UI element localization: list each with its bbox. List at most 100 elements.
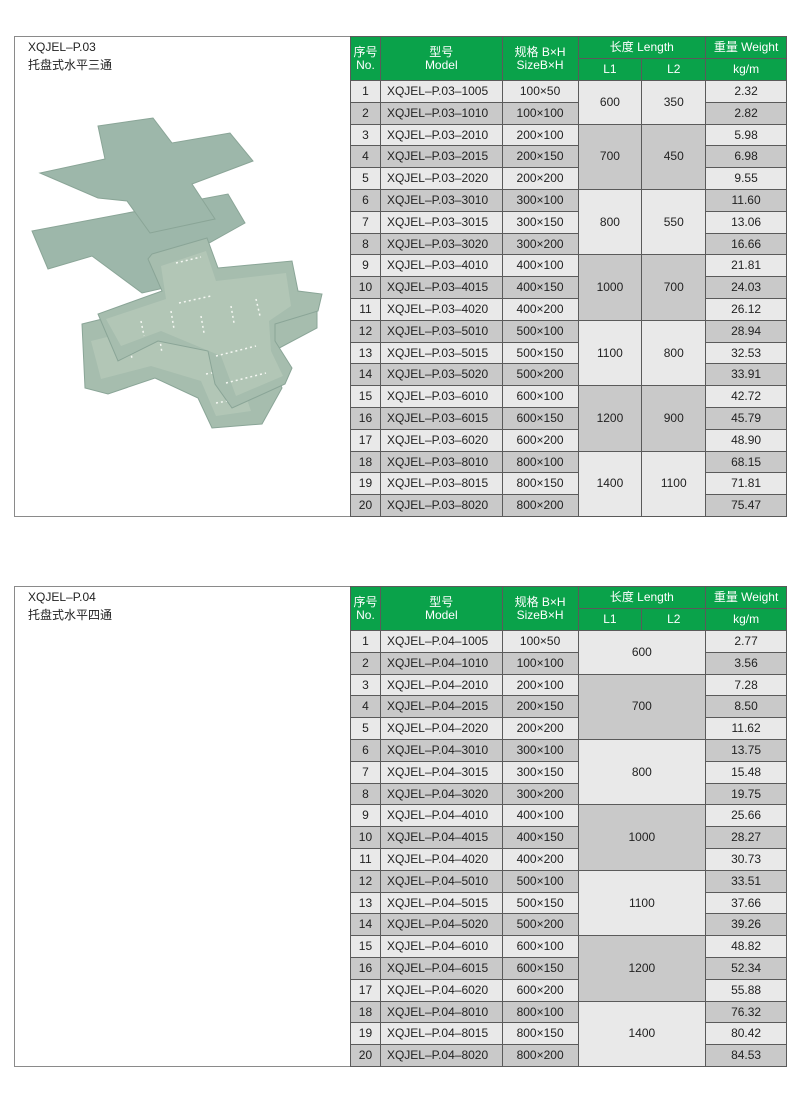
header-length: 长度 Length [577,586,707,609]
cell-model: XQJEL–P.04–3010 [379,738,503,762]
cell-weight: 11.60 [705,188,787,212]
cell-weight: 16.66 [705,232,787,256]
cell-no: 6 [350,188,381,212]
cell-no: 4 [350,145,381,169]
cell-model: XQJEL–P.03–1005 [379,80,503,103]
cell-model: XQJEL–P.04–3020 [379,782,503,806]
table-row: 4 XQJEL–P.04–2015 200×150 8.50 [350,695,787,719]
cell-weight: 6.98 [705,145,787,169]
cell-no: 9 [350,804,381,828]
cell-size: 200×150 [501,695,579,719]
cell-no: 15 [350,935,381,958]
cell-weight: 68.15 [705,450,787,474]
cell-model: XQJEL–P.04–6020 [379,978,503,1002]
cell-weight: 28.27 [705,826,787,849]
header-weight: 重量 Weight [705,36,787,59]
cell-size: 600×150 [501,406,579,430]
cell-weight: 33.91 [705,363,787,387]
cell-weight: 13.75 [705,738,787,762]
cell-no: 3 [350,673,381,697]
table-row: 12 XQJEL–P.04–5010 500×100 1100 33.51 [350,869,787,937]
cell-no: 5 [350,167,381,190]
cross-cover-plate [38,117,254,234]
cell-weight: 13.06 [705,210,787,234]
cell-no: 20 [350,494,381,517]
cell-weight: 30.73 [705,847,787,871]
cell-weight: 75.47 [705,494,787,517]
cell-size: 800×100 [501,450,579,474]
cell-model: XQJEL–P.03–6015 [379,406,503,430]
table-row: 2 XQJEL–P.03–1010 100×100 2.82 [350,101,787,125]
cell-l1: 1100 [577,319,643,387]
cell-l1: 1200 [577,935,707,1002]
cell-size: 800×150 [501,1022,579,1046]
cell-weight: 2.82 [705,101,787,125]
cell-weight: 25.66 [705,804,787,828]
cell-weight: 80.42 [705,1022,787,1046]
header-l2: L2 [641,608,707,631]
table-row: 16 XQJEL–P.04–6015 600×150 52.34 [350,956,787,980]
cell-model: XQJEL–P.04–2010 [379,673,503,697]
cell-model: XQJEL–P.03–3015 [379,210,503,234]
cell-no: 11 [350,847,381,871]
cell-no: 19 [350,472,381,496]
cell-no: 4 [350,695,381,719]
cell-model: XQJEL–P.03–6010 [379,385,503,408]
spec-table-tee: 序号 No. 型号 Model 规格 B×H SizeB×H 长度 Length 重量… [350,36,787,517]
cell-weight: 39.26 [705,913,787,937]
header-no: 序号 No. [350,36,381,81]
table-row: 14 XQJEL–P.03–5020 500×200 33.91 [350,363,787,387]
cell-no: 7 [350,210,381,234]
cell-no: 2 [350,101,381,125]
cell-weight: 45.79 [705,406,787,430]
table-row: 3 XQJEL–P.03–2010 200×100 700 450 5.98 [350,123,787,190]
cell-size: 300×150 [501,210,579,234]
cell-size: 500×200 [501,363,579,387]
cell-l1: 1000 [577,804,707,871]
table-row: 9 XQJEL–P.03–4010 400×100 1000 700 21.81 [350,254,787,321]
header-weight-unit: kg/m [705,608,787,631]
cell-model: XQJEL–P.04–8015 [379,1022,503,1046]
cell-size: 300×100 [501,188,579,212]
cell-l2: 1100 [641,450,707,517]
cell-model: XQJEL–P.03–2020 [379,167,503,190]
cell-model: XQJEL–P.03–2015 [379,145,503,169]
cell-weight: 76.32 [705,1000,787,1024]
cell-model: XQJEL–P.03–8015 [379,472,503,496]
table-row: 19 XQJEL–P.04–8015 800×150 80.42 [350,1022,787,1046]
table-row: 7 XQJEL–P.03–3015 300×150 13.06 [350,210,787,234]
cell-weight: 55.88 [705,978,787,1002]
cell-size: 300×100 [501,738,579,762]
cell-size: 800×100 [501,1000,579,1024]
cell-weight: 32.53 [705,341,787,365]
cell-size: 600×100 [501,385,579,408]
cell-no: 8 [350,782,381,806]
cell-size: 300×150 [501,760,579,784]
cell-size: 600×100 [501,935,579,958]
cell-size: 800×150 [501,472,579,496]
cell-no: 19 [350,1022,381,1046]
cell-model: XQJEL–P.03–3020 [379,232,503,256]
cell-model: XQJEL–P.04–1010 [379,651,503,675]
cell-weight: 71.81 [705,472,787,496]
cell-no: 5 [350,717,381,740]
cell-model: XQJEL–P.03–5010 [379,319,503,343]
cell-weight: 9.55 [705,167,787,190]
table-row: 1 XQJEL–P.03–1005 100×50 600 350 2.32 [350,80,787,125]
cell-size: 100×50 [501,80,579,103]
product-name: 托盘式水平三通 [28,58,113,72]
cell-l1: 1200 [577,385,643,452]
header-no: 序号 No. [350,586,381,631]
table-row: 15 XQJEL–P.04–6010 600×100 1200 48.82 [350,935,787,1002]
cell-weight: 28.94 [705,319,787,343]
cell-l2: 900 [641,385,707,452]
cell-weight: 5.98 [705,123,787,147]
cell-size: 500×150 [501,341,579,365]
cell-no: 1 [350,630,381,653]
table-row: 5 XQJEL–P.03–2020 200×200 9.55 [350,167,787,190]
cell-size: 500×200 [501,913,579,937]
cell-size: 200×200 [501,717,579,740]
cell-no: 17 [350,978,381,1002]
table-row: 2 XQJEL–P.04–1010 100×100 3.56 [350,651,787,675]
